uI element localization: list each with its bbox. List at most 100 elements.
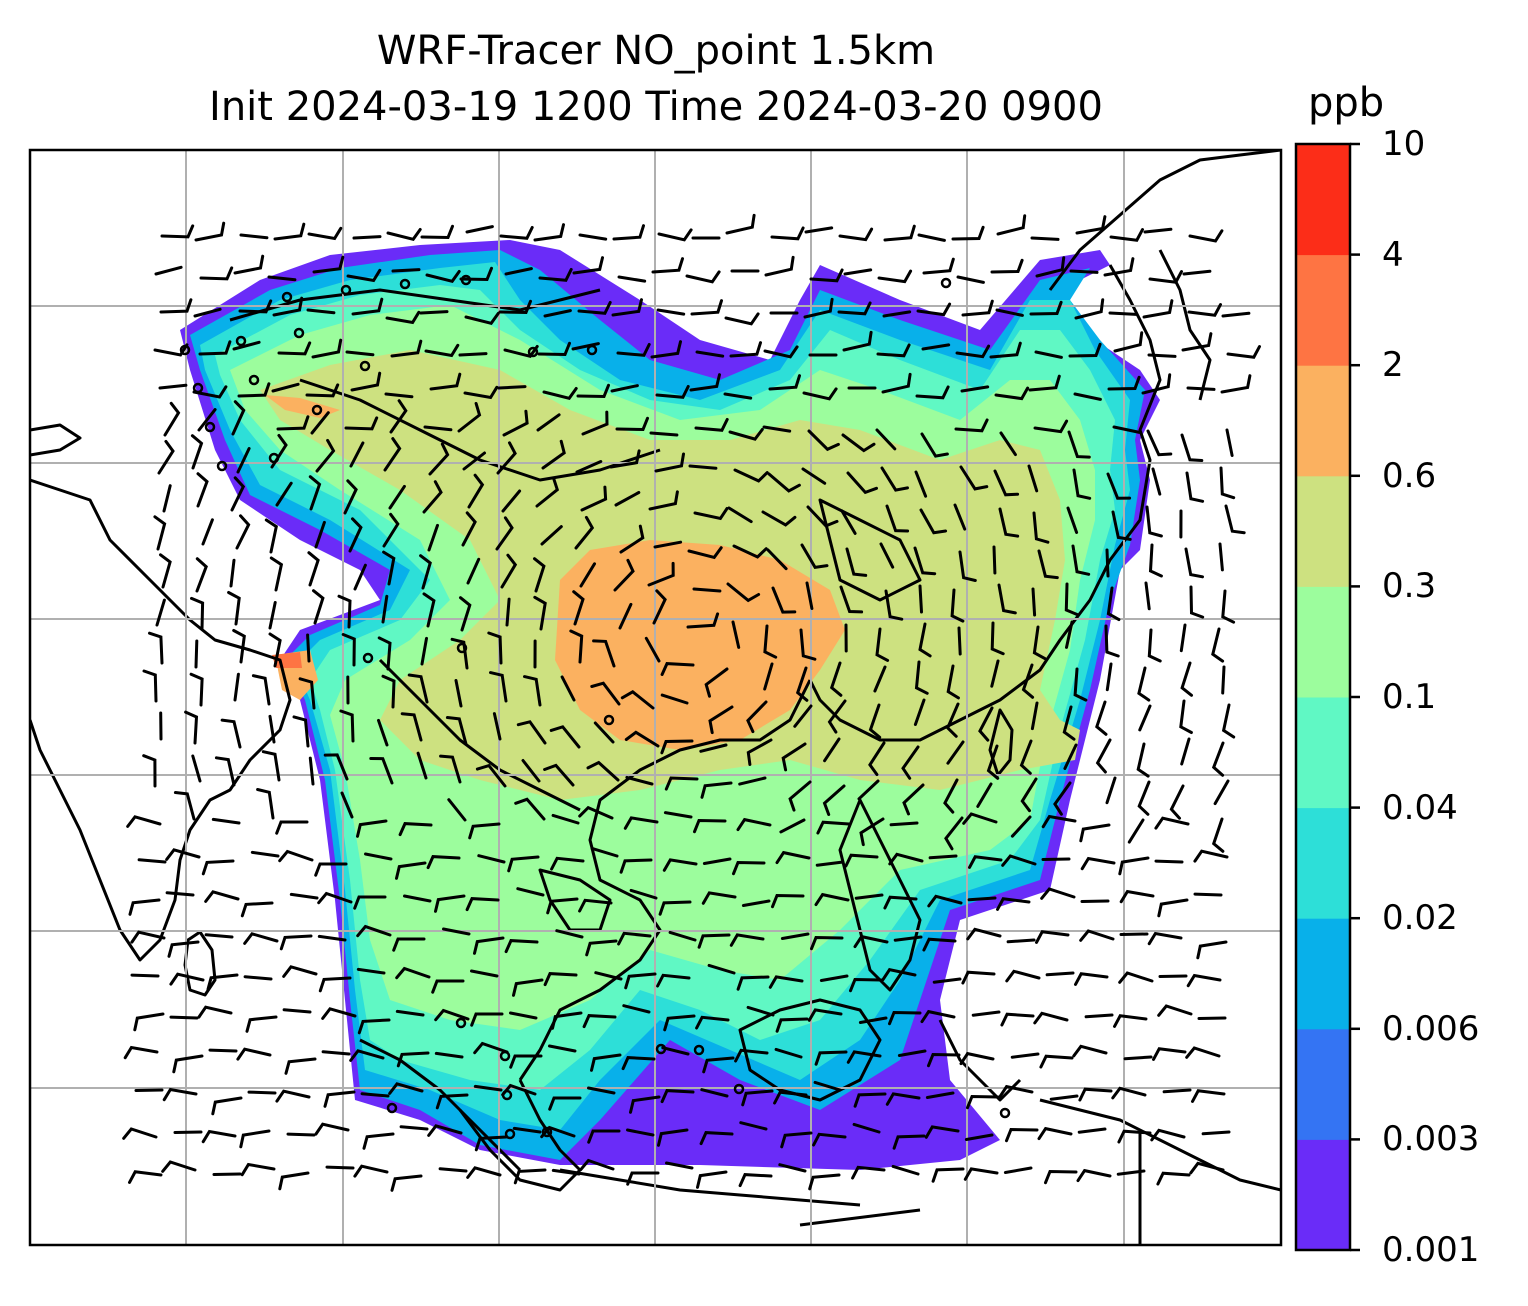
calm-marker bbox=[501, 1089, 513, 1101]
wind-barb bbox=[592, 639, 616, 668]
wind-barb bbox=[323, 1090, 356, 1108]
wind-barb bbox=[875, 627, 890, 662]
wind-barb bbox=[1035, 930, 1070, 944]
colorbar-segment bbox=[1296, 586, 1350, 698]
wind-barb bbox=[439, 754, 462, 784]
wind-barb bbox=[420, 224, 454, 240]
wind-barb bbox=[1033, 419, 1069, 434]
wind-barb bbox=[308, 475, 322, 511]
wind-barb bbox=[1138, 704, 1152, 732]
wind-barb bbox=[1076, 1168, 1112, 1183]
colorbar-segment bbox=[1296, 1028, 1350, 1140]
wind-barb bbox=[1226, 345, 1261, 359]
wind-barbs bbox=[122, 213, 1261, 1192]
wind-barb bbox=[232, 340, 261, 351]
wind-barb bbox=[465, 897, 500, 912]
wind-barb bbox=[416, 751, 428, 780]
wind-barb bbox=[801, 467, 827, 485]
wind-barb bbox=[276, 415, 310, 431]
wind-barb bbox=[314, 520, 326, 549]
wind-barb bbox=[233, 254, 265, 275]
wind-barb bbox=[914, 660, 929, 695]
wind-barb bbox=[746, 1005, 775, 1017]
wind-barb bbox=[694, 418, 729, 432]
wind-barb bbox=[736, 817, 772, 832]
coastline-taiwan bbox=[988, 708, 1014, 777]
wind-barb bbox=[538, 268, 573, 282]
wind-barb bbox=[190, 434, 204, 470]
wind-barb bbox=[617, 931, 652, 946]
wind-barb bbox=[128, 898, 161, 916]
wind-barb bbox=[616, 343, 651, 357]
wind-barb bbox=[1147, 931, 1183, 946]
wind-barb bbox=[137, 858, 167, 864]
wind-barb bbox=[314, 862, 348, 877]
wind-barb bbox=[668, 930, 697, 942]
wind-barb bbox=[889, 821, 919, 827]
wind-barb bbox=[312, 589, 325, 625]
wind-barb bbox=[586, 760, 620, 782]
wind-barb bbox=[199, 266, 234, 281]
wind-barb bbox=[438, 1167, 468, 1173]
wind-barb bbox=[579, 562, 596, 588]
colorbar-segment bbox=[1296, 918, 1350, 1030]
wind-barb bbox=[778, 1163, 807, 1173]
wind-barb bbox=[1073, 667, 1088, 702]
wind-barb bbox=[920, 1009, 956, 1024]
wind-barb bbox=[388, 484, 406, 510]
wind-barb bbox=[802, 387, 838, 401]
wind-barb bbox=[763, 345, 799, 359]
coastline-philippines bbox=[838, 798, 922, 992]
wind-barb bbox=[919, 508, 948, 535]
wind-barb bbox=[1010, 1052, 1040, 1059]
wind-barb bbox=[445, 716, 468, 746]
wind-barb bbox=[512, 1126, 542, 1134]
colorbar-tick-label: 0.003 bbox=[1382, 1119, 1480, 1160]
wind-barb bbox=[256, 788, 275, 820]
wind-barb bbox=[318, 976, 352, 993]
wind-barb bbox=[629, 1095, 661, 1114]
wind-barb bbox=[578, 898, 613, 913]
wind-barb bbox=[574, 515, 595, 550]
wind-barb bbox=[353, 1164, 389, 1178]
wind-barb bbox=[1180, 433, 1204, 462]
calm-marker bbox=[311, 404, 323, 416]
wind-barb bbox=[540, 525, 563, 546]
wind-barb bbox=[489, 671, 508, 703]
wind-barb bbox=[1111, 510, 1132, 541]
wind-barb bbox=[206, 973, 239, 991]
wind-barb bbox=[892, 1134, 926, 1150]
wind-barb bbox=[395, 966, 431, 980]
wind-barb bbox=[687, 546, 723, 560]
wind-barb bbox=[857, 779, 880, 801]
wind-barb bbox=[429, 372, 462, 391]
wind-barb bbox=[353, 895, 387, 910]
wind-barb bbox=[950, 588, 965, 623]
wind-barb bbox=[1179, 623, 1187, 653]
wind-barb bbox=[1147, 628, 1162, 663]
wind-barb bbox=[695, 1015, 730, 1030]
wind-barb bbox=[685, 270, 721, 284]
wind-barb bbox=[377, 636, 392, 671]
wind-barb bbox=[799, 628, 817, 661]
wind-barb bbox=[240, 901, 274, 918]
wind-barb bbox=[306, 633, 311, 663]
wind-barb bbox=[853, 1092, 887, 1108]
wind-barb bbox=[357, 1018, 391, 1035]
wind-barb bbox=[1079, 929, 1115, 942]
coastline-arabian-north bbox=[30, 423, 82, 457]
wind-barb bbox=[282, 1008, 312, 1014]
wind-barb bbox=[967, 896, 997, 902]
wind-barb bbox=[688, 464, 718, 470]
wind-barb bbox=[381, 594, 389, 624]
wind-barb bbox=[922, 257, 955, 275]
wind-barb bbox=[662, 858, 698, 872]
tracer-field bbox=[180, 240, 1160, 1170]
wind-barb bbox=[364, 852, 393, 861]
wind-barb bbox=[873, 665, 887, 693]
calm-marker bbox=[460, 274, 472, 286]
wind-barb bbox=[582, 1014, 617, 1029]
wind-barb bbox=[840, 509, 857, 535]
wind-barb bbox=[613, 558, 635, 592]
wind-barb bbox=[773, 1090, 808, 1105]
